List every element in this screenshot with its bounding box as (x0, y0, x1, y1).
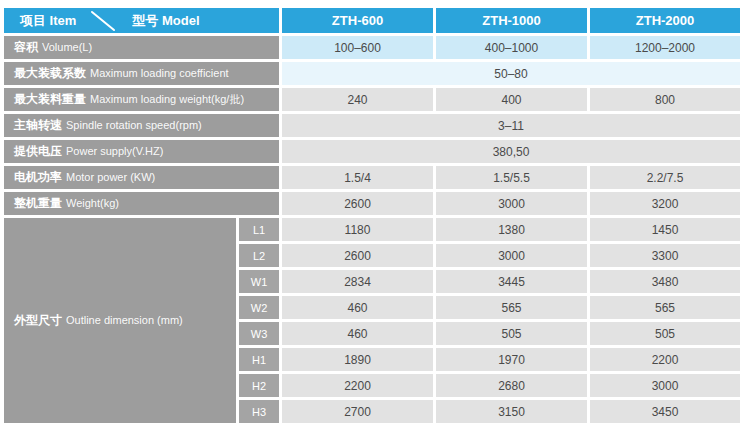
spec-value-cell: 100–600 (282, 36, 433, 59)
dimension-value-cell: 460 (282, 322, 433, 345)
dimension-sub-label: L1 (239, 218, 279, 241)
label-en: Motor power (KW) (66, 171, 155, 183)
dimension-value-cell: 2200 (590, 348, 740, 371)
dimension-sub-label: L2 (239, 244, 279, 267)
dimension-value-cell: 3000 (590, 374, 740, 397)
spec-value-cell: 1200–2000 (590, 36, 740, 59)
dimension-sub-label: W2 (239, 296, 279, 319)
spec-row-motor-power: 电机功率 Motor power (KW) 1.5/4 1.5/5.5 2.2/7… (4, 166, 740, 189)
diagonal-divider (88, 9, 118, 33)
spec-value-cell: 1.5/5.5 (436, 166, 587, 189)
label-zh: 整机重量 (14, 196, 62, 210)
dimension-value-cell: 3000 (436, 244, 587, 267)
dimension-sub-label: W1 (239, 270, 279, 293)
label-en: Maximum loading weight(kg/批) (90, 93, 244, 105)
dimension-sub-label: W3 (239, 322, 279, 345)
spec-row-loading-weight: 最大装料重量 Maximum loading weight(kg/批) 240 4… (4, 88, 740, 111)
label-en: Weight(kg) (66, 197, 119, 209)
spec-merged-value-cell: 380,50 (282, 140, 740, 163)
spec-row-label: 最大装载系数 Maximum loading coefficient (4, 62, 279, 85)
model-column-header: ZTH-600 (282, 8, 433, 33)
spec-row-label: 主轴转速 Spindle rotation speed(rpm) (4, 114, 279, 137)
spec-row-label: 容积 Volume(L) (4, 36, 279, 59)
spec-value-cell: 240 (282, 88, 433, 111)
dimension-value-cell: 1450 (590, 218, 740, 241)
label-zh: 最大装载系数 (14, 66, 86, 80)
label-zh: 最大装料重量 (14, 92, 86, 106)
spec-value-cell: 3000 (436, 192, 587, 215)
spec-row-loading-coefficient: 最大装载系数 Maximum loading coefficient 50–80 (4, 62, 740, 85)
spec-value-cell: 400 (436, 88, 587, 111)
dimension-value-cell: 2680 (436, 374, 587, 397)
dimension-value-cell: 1970 (436, 348, 587, 371)
model-header-label: 型号 Model (132, 12, 199, 30)
dimension-row: 外型尺寸Outline dimension (mm) L1 1180 1380 … (4, 218, 740, 241)
label-zh: 容积 (14, 40, 38, 54)
spec-value-cell: 800 (590, 88, 740, 111)
dimension-sub-label: H2 (239, 374, 279, 397)
label-zh: 主轴转速 (14, 118, 62, 132)
outline-dimension-label: 外型尺寸 Outline dimension (mm) (4, 218, 236, 423)
model-column-header: ZTH-1000 (436, 8, 587, 33)
dimension-value-cell: 1180 (282, 218, 433, 241)
dimension-sub-label: H1 (239, 348, 279, 371)
item-header-label: 项目 Item (4, 12, 76, 30)
model-column-header: ZTH-2000 (590, 8, 740, 33)
dimension-value-cell: 3480 (590, 270, 740, 293)
label-en: Volume(L) (42, 41, 92, 53)
spec-row-power-supply: 提供电压 Power supply(V.HZ) 380,50 (4, 140, 740, 163)
dimension-value-cell: 1890 (282, 348, 433, 371)
spec-merged-value-cell: 3–11 (282, 114, 740, 137)
label-zh: 外型尺寸 (14, 313, 62, 327)
spec-value-cell: 400–1000 (436, 36, 587, 59)
label-en: Power supply(V.HZ) (66, 145, 163, 157)
dimension-value-cell: 2600 (282, 244, 433, 267)
spec-merged-value-cell: 50–80 (282, 62, 740, 85)
dimension-value-cell: 2200 (282, 374, 433, 397)
spec-row-machine-weight: 整机重量 Weight(kg) 2600 3000 3200 (4, 192, 740, 215)
dimension-value-cell: 565 (436, 296, 587, 319)
dimension-value-cell: 3300 (590, 244, 740, 267)
dimension-value-cell: 2700 (282, 400, 433, 423)
item-model-header-cell: 项目 Item 型号 Model (4, 8, 279, 33)
dimension-value-cell: 3150 (436, 400, 587, 423)
spec-row-spindle-speed: 主轴转速 Spindle rotation speed(rpm) 3–11 (4, 114, 740, 137)
dimension-value-cell: 505 (436, 322, 587, 345)
dimension-value-cell: 1380 (436, 218, 587, 241)
label-en: Spindle rotation speed(rpm) (66, 119, 202, 131)
spec-row-label: 最大装料重量 Maximum loading weight(kg/批) (4, 88, 279, 111)
spec-row-volume: 容积 Volume(L) 100–600 400–1000 1200–2000 (4, 36, 740, 59)
dimension-value-cell: 3450 (590, 400, 740, 423)
label-en: Maximum loading coefficient (90, 67, 229, 79)
dimension-value-cell: 3445 (436, 270, 587, 293)
label-zh: 提供电压 (14, 144, 62, 158)
header-row: 项目 Item 型号 Model ZTH-600 ZTH-1000 ZTH-20… (4, 8, 740, 33)
dimension-value-cell: 505 (590, 322, 740, 345)
dimension-value-cell: 460 (282, 296, 433, 319)
label-en: Outline dimension (mm) (66, 314, 183, 326)
spec-row-label: 提供电压 Power supply(V.HZ) (4, 140, 279, 163)
spec-value-cell: 3200 (590, 192, 740, 215)
spec-table: 项目 Item 型号 Model ZTH-600 ZTH-1000 ZTH-20… (1, 5, 743, 426)
dimension-value-cell: 565 (590, 296, 740, 319)
spec-row-label: 电机功率 Motor power (KW) (4, 166, 279, 189)
dimension-value-cell: 2834 (282, 270, 433, 293)
spec-value-cell: 2600 (282, 192, 433, 215)
dimension-sub-label: H3 (239, 400, 279, 423)
spec-value-cell: 2.2/7.5 (590, 166, 740, 189)
spec-value-cell: 1.5/4 (282, 166, 433, 189)
label-zh: 电机功率 (14, 170, 62, 184)
spec-row-label: 整机重量 Weight(kg) (4, 192, 279, 215)
